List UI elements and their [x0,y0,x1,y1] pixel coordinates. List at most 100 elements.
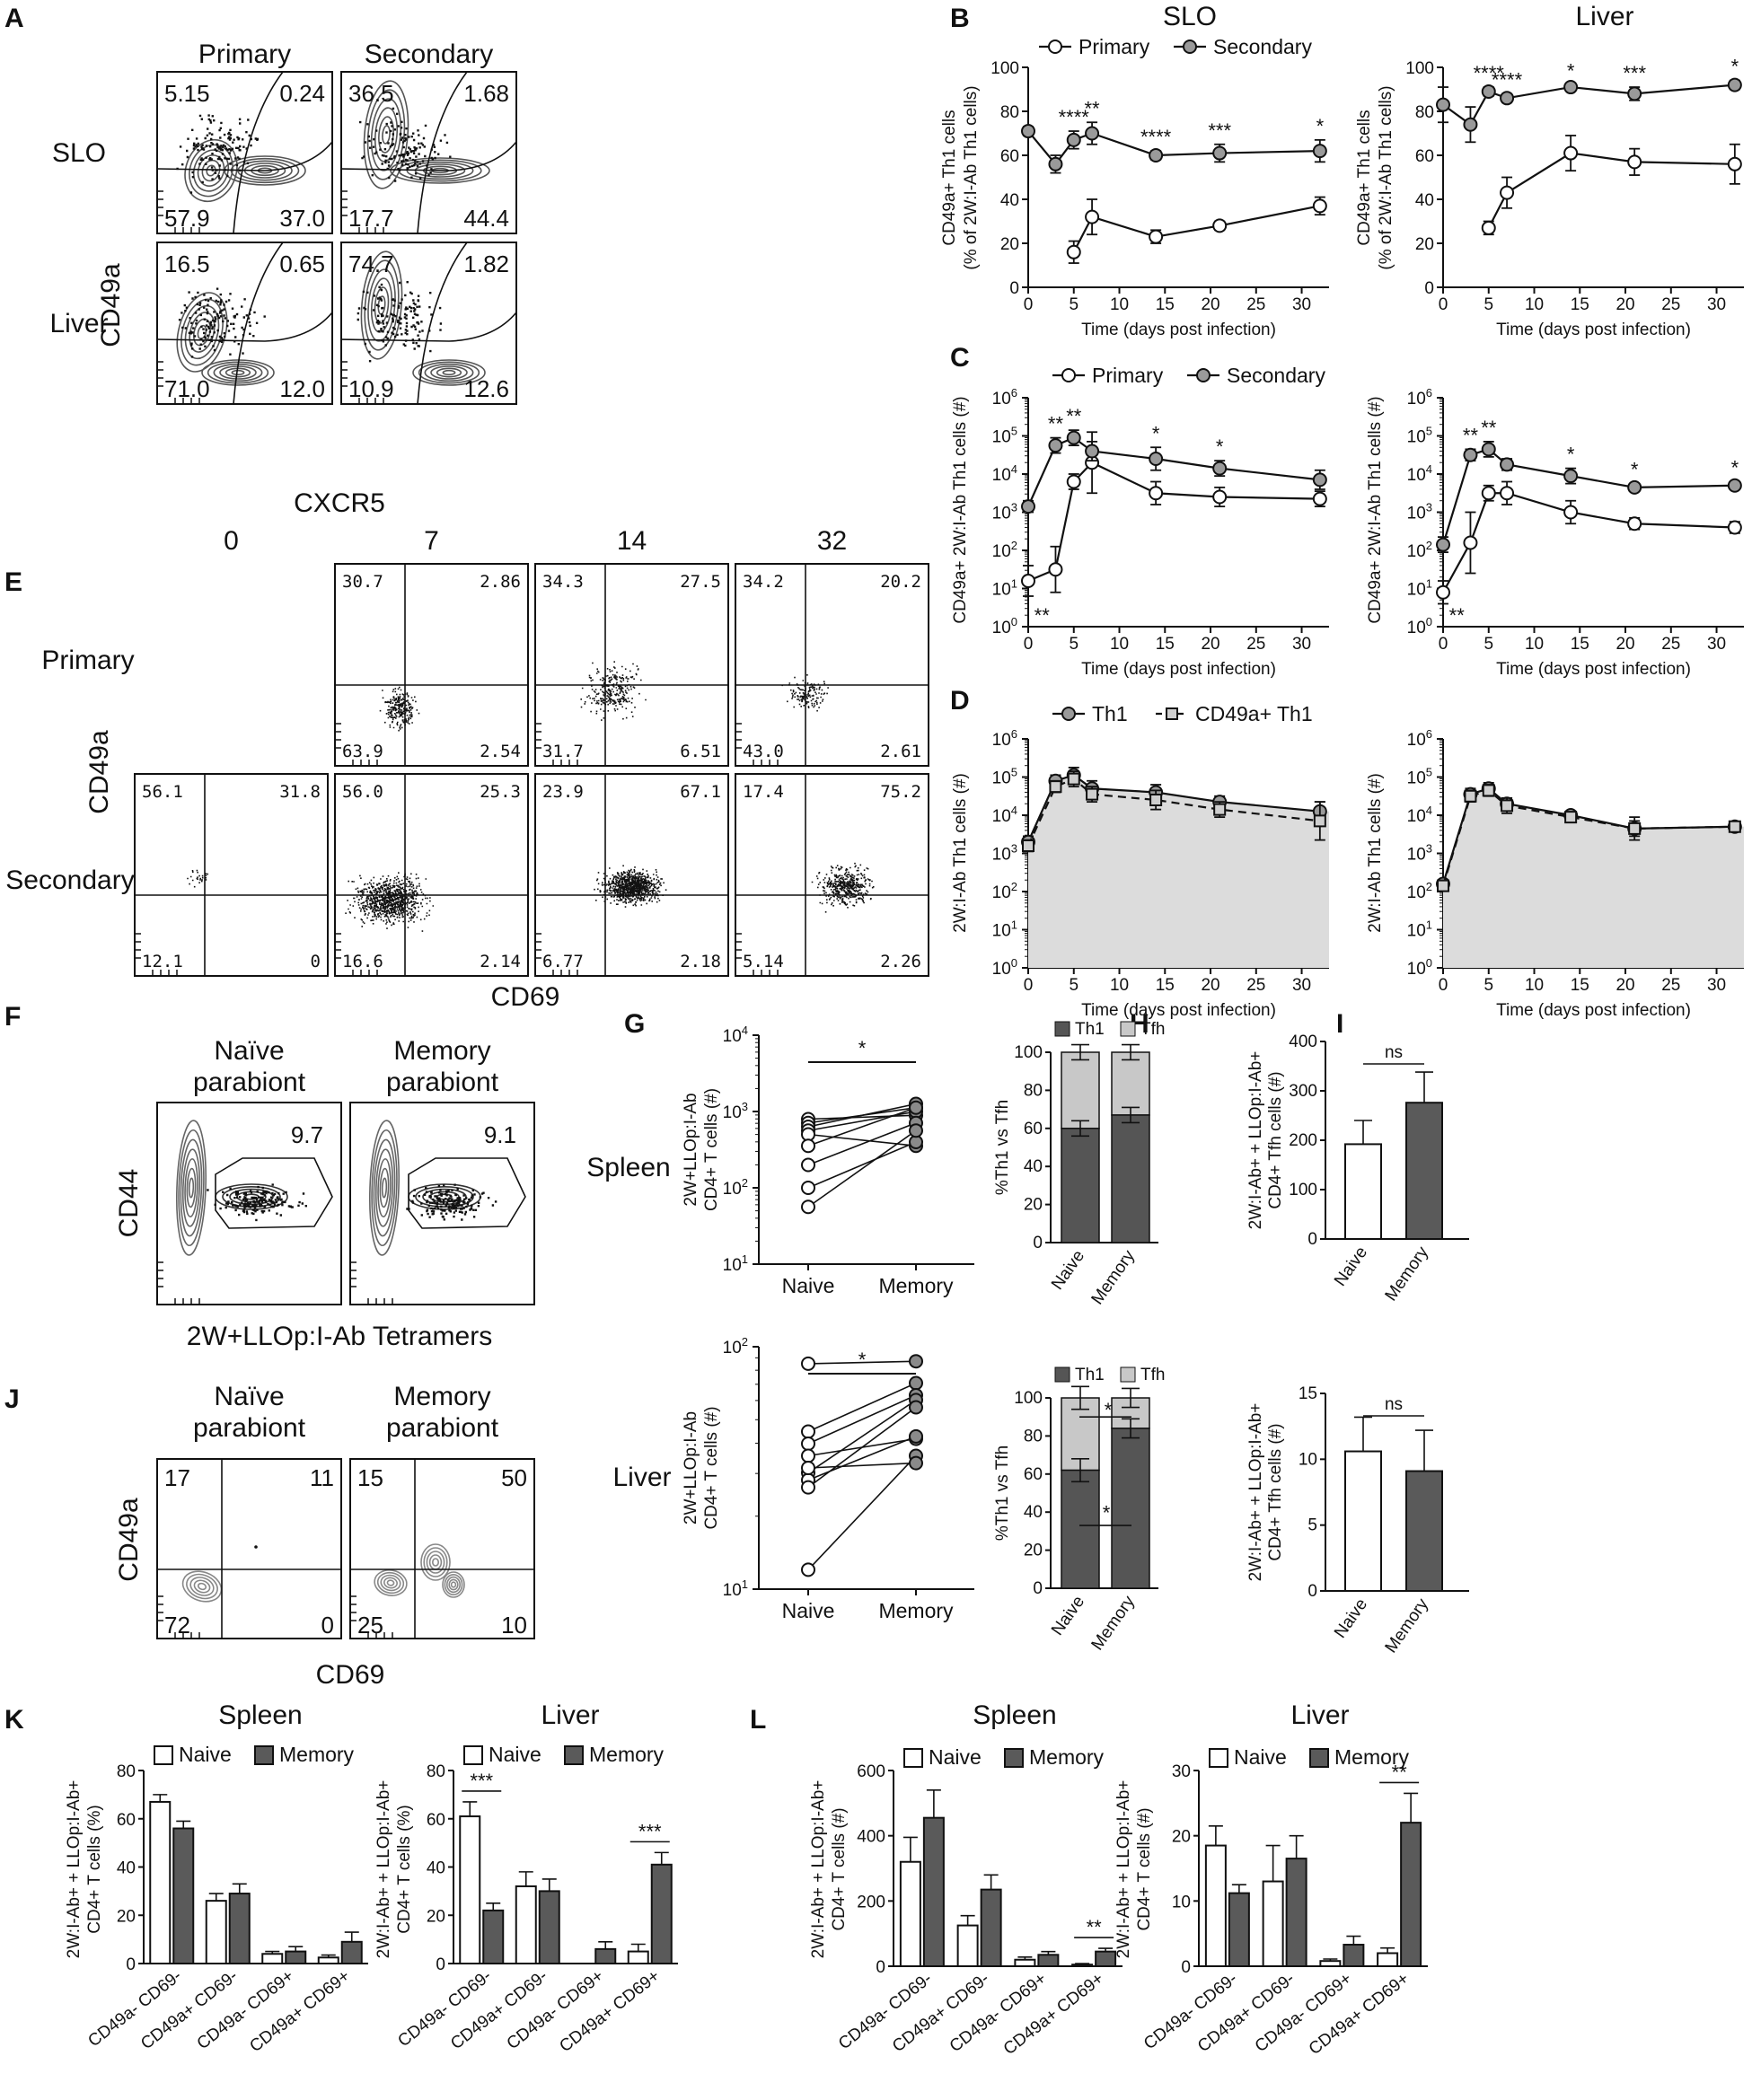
y-axis-label: CD4+ T cells (%) [85,1805,104,1933]
subplot-title: SLO [1163,2,1217,31]
contour-population [377,1158,392,1217]
tick-exp: 0 [1426,956,1432,970]
quadrant-value-tl: 34.3 [542,572,584,592]
legend-label: Memory [1029,1745,1105,1769]
contour-population [382,125,391,145]
data-point [1463,117,1478,132]
x-tick-label: 30 [1707,295,1726,314]
x-tick-label: Memory [1088,1592,1140,1654]
flow-plot-frame [134,773,329,977]
bar-naive [1071,1964,1094,1968]
x-tick-label: CD49a+ CD69+ [1306,1969,1413,2059]
y-tick-label: 100 [1407,615,1432,637]
data-point-memory [909,1123,923,1138]
y-axis-label: 2W+LLOp:I-Ab [682,1093,700,1206]
legend-marker [1048,40,1062,54]
data-point-naive [801,1461,815,1475]
data-point [1149,794,1163,806]
contour-population [423,1547,448,1577]
y-tick-label: 104 [723,1024,748,1046]
data-point [1312,491,1327,506]
contour-population [442,1571,465,1598]
significance-marker: * [1105,1399,1113,1421]
contour-population [445,1576,461,1594]
event-dots [594,865,667,908]
quadrant-value-bl: 57.9 [164,205,210,232]
x-tick-label: CD49a+ CD69+ [1000,1969,1107,2059]
bar-memory [1095,1950,1117,1967]
paired-line [807,1103,917,1128]
bar-memory [1285,1858,1307,1968]
gate-percentage: 9.7 [291,1121,323,1148]
column-title: parabiont [386,1068,499,1097]
paired-line [807,1454,917,1570]
y-tick-label: 104 [992,462,1017,485]
bar-memory [228,1893,251,1964]
bar-naive [1204,1844,1227,1967]
quadrant-value-bl: 17.7 [348,205,394,232]
y-axis-label: %Th1 vs Tfh [993,1445,1012,1541]
y-tick-label: 20 [1172,1828,1191,1847]
tick-base: 10 [992,883,1011,902]
contour-population [390,157,490,184]
x-tick-label: 20 [1201,295,1219,314]
bar-naive [899,1860,921,1968]
bar-naive [515,1885,537,1964]
legend-label: Memory [1334,1745,1410,1769]
bar-naive [1344,1143,1382,1241]
x-tick-label: 25 [1246,635,1265,654]
x-tick-label: 10 [1110,635,1129,654]
area-fill [1443,788,1744,968]
legend-label: Naive [1234,1745,1287,1769]
contour-population [383,1577,398,1589]
panel-label-F: F [4,1002,21,1032]
data-point [1085,126,1100,141]
area-fill [1028,775,1329,968]
data-point-naive [801,1356,815,1371]
significance-marker: ** [1087,1916,1103,1938]
bar-memory [172,1827,195,1964]
legend-swatch [1004,1748,1024,1768]
y-tick-label: 0 [1307,1230,1317,1249]
contour-population [424,363,474,382]
column-title: Naïve [214,1382,284,1411]
tick-base: 10 [1407,960,1426,979]
legend-label: Memory [589,1743,665,1766]
tick-exp: 4 [742,1024,748,1037]
event-dot [254,1545,258,1549]
x-tick-label: 5 [1069,635,1078,654]
y-axis-label: 2W:I-Ab+ + LLOp:I-Ab+ [374,1780,393,1959]
y-tick-label: 102 [992,539,1017,561]
y-tick-label: 20 [1024,1542,1043,1560]
contour-population [370,98,402,171]
bar-naive [956,1924,979,1967]
row-title: SLO [52,138,106,168]
significance-marker: * [1567,60,1575,83]
data-point [1067,772,1080,786]
data-point [1627,516,1642,532]
tick-exp: 6 [1011,386,1017,400]
y-tick-label: 40 [1024,1157,1043,1176]
quadrant-value-bl: 10.9 [348,375,394,402]
contour-population [431,1558,439,1567]
tick-base: 10 [992,428,1011,447]
column-title: parabiont [193,1413,306,1443]
contour-population [184,1158,198,1217]
paired-line [807,1106,917,1147]
y-tick-label: 0 [1009,279,1019,298]
x-tick-label: 25 [1661,635,1680,654]
y-tick-label: 10 [1299,1450,1317,1469]
subplot-title: Liver [541,1700,599,1730]
y-tick-label: 100 [1014,1043,1043,1062]
contour-population [363,80,409,189]
data-point [1436,97,1450,112]
flow-plot-frame [156,242,333,405]
x-tick-label: Memory [878,1274,954,1297]
data-point [1563,145,1579,161]
contour-population [418,361,480,384]
y-tick-label: 0 [126,1955,136,1974]
data-point [1501,799,1514,813]
tick-base: 10 [992,769,1011,788]
bar-naive [1014,1958,1036,1968]
tick-exp: 1 [1426,577,1432,591]
